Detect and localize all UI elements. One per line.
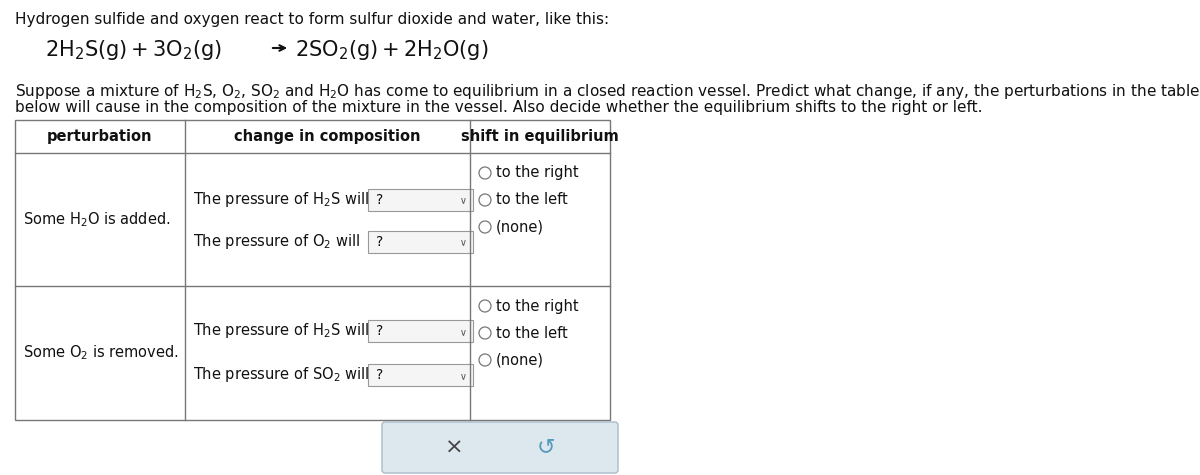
Text: Some $\mathregular{H_2O}$ is added.: Some $\mathregular{H_2O}$ is added. [23,210,170,229]
Text: to the left: to the left [496,325,568,341]
Text: $\mathregular{2SO_2(g)+2H_2O(g)}$: $\mathregular{2SO_2(g)+2H_2O(g)}$ [295,38,488,62]
FancyBboxPatch shape [14,120,610,420]
FancyBboxPatch shape [368,320,473,342]
Text: (none): (none) [496,219,544,235]
Text: change in composition: change in composition [234,129,421,144]
Text: Some $\mathregular{O_2}$ is removed.: Some $\mathregular{O_2}$ is removed. [23,343,179,362]
Text: Hydrogen sulfide and oxygen react to form sulfur dioxide and water, like this:: Hydrogen sulfide and oxygen react to for… [14,12,610,27]
Text: ×: × [445,437,463,457]
Text: The pressure of $\mathregular{SO_2}$ will: The pressure of $\mathregular{SO_2}$ wil… [193,365,370,384]
Text: The pressure of $\mathregular{O_2}$ will: The pressure of $\mathregular{O_2}$ will [193,232,360,251]
Circle shape [479,354,491,366]
FancyBboxPatch shape [368,364,473,386]
Text: ∧: ∧ [457,326,464,336]
FancyBboxPatch shape [382,422,618,473]
Text: (none): (none) [496,352,544,368]
Text: ∧: ∧ [457,370,464,380]
Circle shape [479,300,491,312]
Text: ?: ? [376,324,383,338]
Text: The pressure of $\mathregular{H_2S}$ will: The pressure of $\mathregular{H_2S}$ wil… [193,190,368,209]
Text: ?: ? [376,368,383,382]
Text: to the right: to the right [496,165,578,180]
Text: ?: ? [376,235,383,248]
Text: ∧: ∧ [457,194,464,205]
Text: Suppose a mixture of $\mathregular{H_2S}$, $\mathregular{O_2}$, $\mathregular{SO: Suppose a mixture of $\mathregular{H_2S}… [14,82,1200,101]
FancyBboxPatch shape [368,189,473,210]
Text: $\mathregular{2H_2S(g)+3O_2(g)}$: $\mathregular{2H_2S(g)+3O_2(g)}$ [46,38,222,62]
Circle shape [479,194,491,206]
Text: ∧: ∧ [457,237,464,247]
Text: to the right: to the right [496,298,578,314]
Text: shift in equilibrium: shift in equilibrium [461,129,619,144]
FancyBboxPatch shape [368,230,473,253]
Text: perturbation: perturbation [47,129,152,144]
Text: The pressure of $\mathregular{H_2S}$ will: The pressure of $\mathregular{H_2S}$ wil… [193,322,368,341]
Text: to the left: to the left [496,192,568,208]
Circle shape [479,327,491,339]
Text: ?: ? [376,192,383,207]
Text: ↺: ↺ [536,437,556,457]
Circle shape [479,167,491,179]
Text: below will cause in the composition of the mixture in the vessel. Also decide wh: below will cause in the composition of t… [14,100,983,115]
Circle shape [479,221,491,233]
